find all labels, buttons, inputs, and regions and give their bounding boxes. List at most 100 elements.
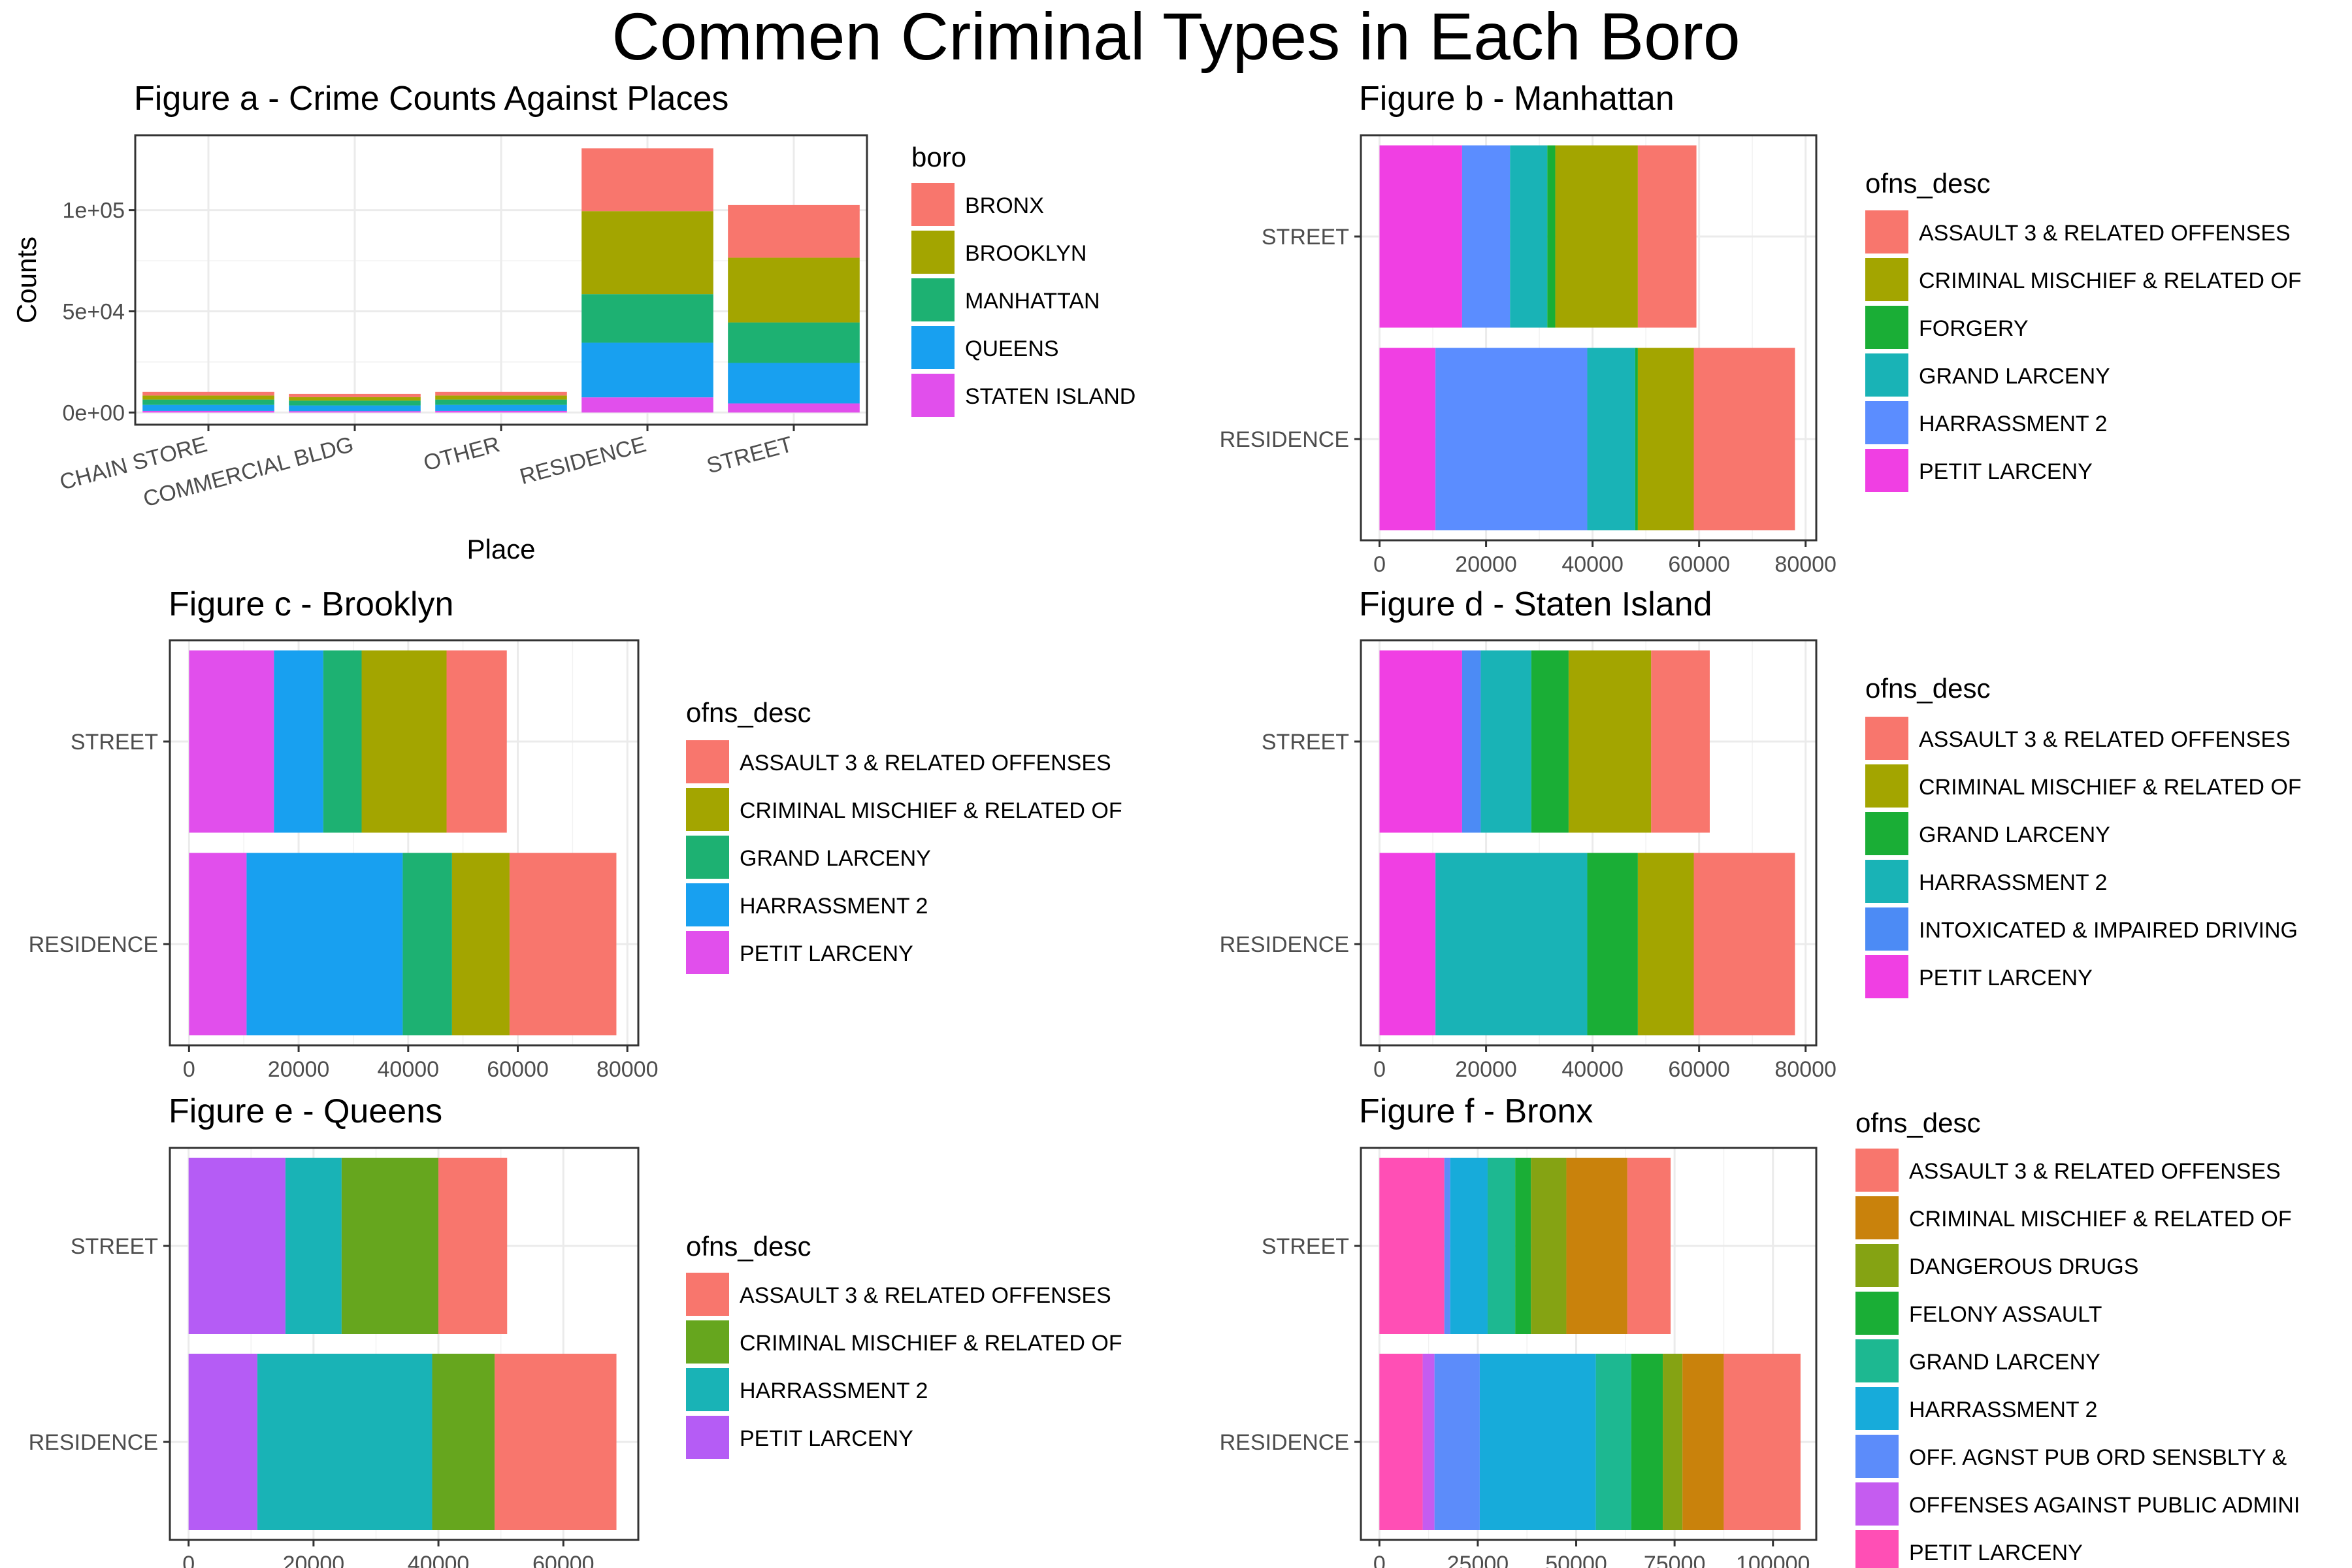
bar-chain-store-brooklyn <box>142 395 274 400</box>
legend-swatch-grand-larceny <box>1855 1339 1899 1382</box>
legend-swatch-harrassment-2 <box>1865 401 1908 444</box>
legend-label: PETIT LARCENY <box>740 941 913 966</box>
bar-street-grand-larceny <box>323 650 362 833</box>
chart-title: Figure a - Crime Counts Against Places <box>134 80 728 118</box>
bar-residence-harrassment-2 <box>1479 1354 1596 1530</box>
bar-street-criminal-mischief-related-of <box>1555 145 1638 328</box>
legend-swatch-petit-larceny <box>686 1416 729 1459</box>
bar-street-dangerous-drugs <box>1531 1158 1567 1334</box>
legend-swatch-criminal-mischief-related-of <box>1855 1196 1899 1239</box>
bar-residence-harrassment-2 <box>257 1354 433 1530</box>
bar-residence-assault-3-related-offenses <box>1693 348 1795 531</box>
legend-swatch-petit-larceny <box>686 931 729 974</box>
bar-residence-dangerous-drugs <box>1663 1354 1683 1530</box>
legend-label: DANGEROUS DRUGS <box>1909 1254 2138 1279</box>
main-title: Commen Criminal Types in Each Boro <box>612 0 1740 74</box>
bar-street-grand-larceny <box>1510 145 1548 328</box>
bar-street-assault-3-related-offenses <box>1627 1158 1671 1334</box>
legend-label: CRIMINAL MISCHIEF & RELATED OF <box>1919 269 2302 293</box>
x-tick-label: 20000 <box>283 1552 345 1568</box>
x-tick-label: 60000 <box>532 1552 595 1568</box>
legend-label: ASSAULT 3 & RELATED OFFENSES <box>740 751 1111 776</box>
legend-label: CRIMINAL MISCHIEF & RELATED OF <box>1909 1207 2292 1232</box>
y-tick-label: RESIDENCE <box>1220 1430 1349 1455</box>
bar-residence-criminal-mischief-related-of <box>1637 853 1694 1036</box>
legend-swatch-grand-larceny <box>1865 353 1908 397</box>
bar-street-forgery <box>1547 145 1556 328</box>
chart-c: Figure c - Brooklyn STREET RESIDENCE 0 20000… <box>29 585 1122 1082</box>
x-tick-label: 60000 <box>1668 552 1730 577</box>
bar-street-petit-larceny <box>189 650 274 833</box>
x-tick-label: OTHER <box>421 432 502 476</box>
x-tick-label: 40000 <box>1561 552 1624 577</box>
bar-street-criminal-mischief-related-of <box>361 650 447 833</box>
legend-label: HARRASSMENT 2 <box>1909 1397 2097 1422</box>
legend-label: QUEENS <box>965 336 1059 361</box>
x-tick-label: 25000 <box>1447 1552 1509 1568</box>
panel-border <box>1360 134 1818 542</box>
x-tick-label: 20000 <box>268 1057 330 1082</box>
x-tick-label: 80000 <box>596 1057 659 1082</box>
x-tick-label: 60000 <box>487 1057 549 1082</box>
legend-label: INTOXICATED & IMPAIRED DRIVING <box>1919 918 2298 943</box>
bar-street-harrassment-2 <box>285 1158 342 1334</box>
legend-swatch-assault-3-related-offenses <box>1865 210 1908 253</box>
legend: ofns_desc ASSAULT 3 & RELATED OFFENSES CRI… <box>1855 1107 2300 1568</box>
bar-street-manhattan <box>728 322 860 363</box>
bar-other-bronx <box>435 391 567 396</box>
legend-label: CRIMINAL MISCHIEF & RELATED OF <box>740 798 1122 823</box>
legend: ofns_desc ASSAULT 3 & RELATED OFFENSES CRI… <box>686 1231 1122 1459</box>
legend-label: PETIT LARCENY <box>1919 966 2093 990</box>
chart-f: Figure f - Bronx STREET RESIDENCE 0 25000 500… <box>1220 1092 2300 1568</box>
bar-residence-criminal-mischief-related-of <box>1637 348 1694 531</box>
bar-street-staten-island <box>728 403 860 413</box>
bar-street-harrassment-2 <box>1450 1158 1488 1334</box>
x-tick-label: 50000 <box>1545 1552 1607 1568</box>
bar-commercial-bldg-staten-island <box>289 411 421 413</box>
legend-label: MANHATTAN <box>965 289 1100 314</box>
legend-swatch-intoxicated-impaired-driving <box>1865 907 1908 951</box>
legend-label: CRIMINAL MISCHIEF & RELATED OF <box>740 1331 1122 1356</box>
bar-chain-store-manhattan <box>142 399 274 405</box>
bar-chain-store-staten-island <box>142 410 274 413</box>
x-tick-label: 20000 <box>1455 1057 1517 1082</box>
legend-label: STATEN ISLAND <box>965 384 1135 409</box>
bar-residence-petit-larceny <box>1379 348 1436 531</box>
bar-commercial-bldg-brooklyn <box>289 397 421 401</box>
x-tick-label: 100000 <box>1736 1552 1810 1568</box>
x-tick-label: 60000 <box>1668 1057 1730 1082</box>
bar-street-criminal-mischief-related-of <box>1568 650 1652 833</box>
legend-swatch-off-agnst-pub-ord-sensblty <box>1855 1435 1899 1478</box>
bar-residence-criminal-mischief-related-of <box>1682 1354 1724 1530</box>
legend-swatch-petit-larceny <box>1865 449 1908 492</box>
chart-title: Figure b - Manhattan <box>1359 80 1674 118</box>
legend-label: GRAND LARCENY <box>1919 364 2110 389</box>
x-tick-label: 75000 <box>1644 1552 1706 1568</box>
legend-swatch-staten-island <box>911 374 955 417</box>
legend-label: HARRASSMENT 2 <box>740 894 928 919</box>
y-tick-label: STREET <box>71 730 158 755</box>
bar-residence-harrassment-2 <box>246 853 403 1036</box>
bar-street-bronx <box>728 204 860 258</box>
legend-label: CRIMINAL MISCHIEF & RELATED OF <box>1919 775 2302 800</box>
legend-label: BROOKLYN <box>965 241 1086 266</box>
y-tick-label: RESIDENCE <box>1220 932 1349 957</box>
y-tick-label: RESIDENCE <box>29 932 158 957</box>
legend-label: GRAND LARCENY <box>740 846 931 871</box>
x-tick-label: 80000 <box>1774 1057 1837 1082</box>
legend-swatch-grand-larceny <box>1865 812 1908 855</box>
bar-residence-grand-larceny <box>1587 348 1635 531</box>
legend-label: PETIT LARCENY <box>740 1426 913 1451</box>
bar-residence-petit-larceny <box>189 853 247 1036</box>
legend-label: ASSAULT 3 & RELATED OFFENSES <box>1919 727 2291 752</box>
bar-other-queens <box>435 404 567 411</box>
legend-title: ofns_desc <box>686 1231 811 1262</box>
y-tick-label: 0e+00 <box>63 400 125 425</box>
bar-street-petit-larceny <box>188 1158 286 1334</box>
legend-label: BRONX <box>965 193 1044 218</box>
y-tick-label: RESIDENCE <box>1220 427 1349 452</box>
legend-swatch-criminal-mischief-related-of <box>1865 258 1908 301</box>
bar-street-assault-3-related-offenses <box>446 650 507 833</box>
panel-border <box>169 639 640 1047</box>
legend-label: OFFENSES AGAINST PUBLIC ADMINI <box>1909 1493 2300 1518</box>
